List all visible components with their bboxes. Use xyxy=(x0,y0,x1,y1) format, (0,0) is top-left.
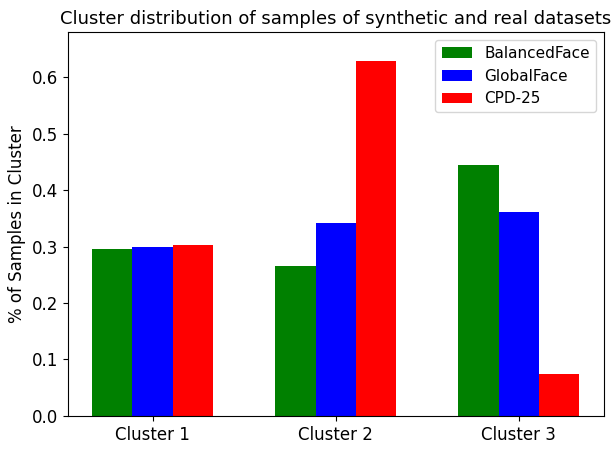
Bar xyxy=(356,61,396,416)
Y-axis label: % of Samples in Cluster: % of Samples in Cluster xyxy=(8,125,26,323)
Bar xyxy=(315,223,356,416)
Bar xyxy=(458,165,499,416)
Bar xyxy=(172,245,213,416)
Bar xyxy=(539,374,579,416)
Bar xyxy=(499,212,539,416)
Bar xyxy=(132,247,172,416)
Title: Cluster distribution of samples of synthetic and real datasets: Cluster distribution of samples of synth… xyxy=(60,10,611,28)
Legend: BalancedFace, GlobalFace, CPD-25: BalancedFace, GlobalFace, CPD-25 xyxy=(436,40,596,112)
Bar xyxy=(92,249,132,416)
Bar xyxy=(275,267,315,416)
